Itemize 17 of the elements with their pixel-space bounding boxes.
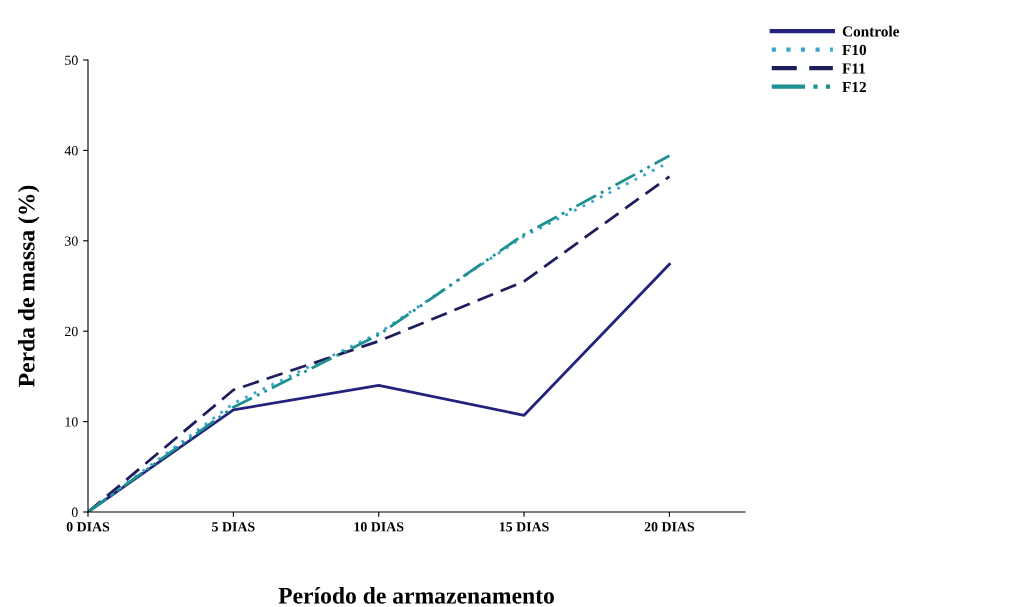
y-tick-label: 10 (65, 417, 78, 427)
y-tick-label: 50 (65, 55, 78, 65)
y-tick-label: 20 (65, 326, 78, 337)
x-axis-title: Período de armazenamento (278, 587, 554, 604)
x-tick-label: 10 DIAS (354, 522, 404, 532)
legend-label: Controle (842, 25, 900, 37)
legend-label: F12 (842, 81, 866, 93)
y-tick-label: 30 (65, 236, 78, 246)
x-tick-label: 5 DIAS (212, 522, 255, 532)
legend-label: F10 (842, 44, 867, 56)
x-tick-label: 0 DIAS (66, 522, 110, 532)
y-tick-label: 40 (64, 145, 78, 156)
y-axis-title: Perda de massa (%) (17, 185, 40, 387)
legend-label: F11 (842, 63, 866, 74)
y-tick-label: 0 (71, 507, 78, 517)
x-tick-label: 15 DIAS (499, 522, 549, 532)
x-tick-label: 20 DIAS (644, 522, 695, 532)
